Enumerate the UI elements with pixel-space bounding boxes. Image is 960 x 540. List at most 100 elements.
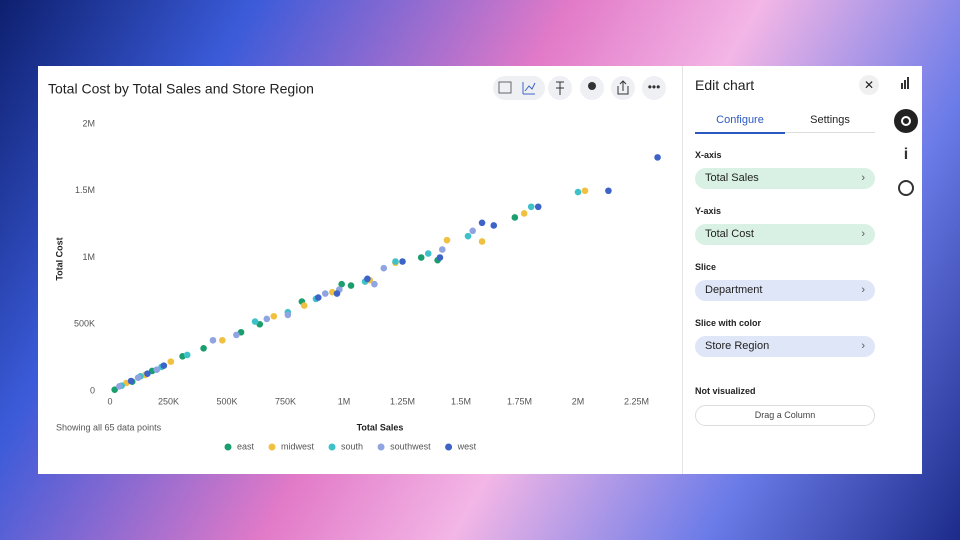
close-button[interactable]: ✕ [859, 75, 879, 95]
point [127, 377, 135, 385]
x-tick-label: 2M [572, 396, 585, 406]
x-tick-label: 250K [158, 396, 179, 406]
section-label: Not visualized [695, 386, 756, 396]
point [392, 258, 399, 265]
point [511, 214, 519, 221]
chart: Total Cost by Total Sales and Store Regi… [48, 76, 666, 451]
point [654, 154, 661, 161]
legend-swatch [268, 443, 276, 451]
tab[interactable]: Configure [695, 114, 785, 134]
field-pill[interactable]: Store Region [695, 336, 875, 357]
legend-swatch [377, 443, 385, 451]
share-icon [617, 80, 629, 95]
field-pill[interactable]: Total Cost [695, 224, 875, 245]
point [347, 282, 355, 289]
point [270, 312, 278, 320]
edit-panel: Edit chart ✕ Configure Settings X-axis T… [682, 66, 881, 474]
x-tick-label: 1.75M [507, 396, 532, 406]
y-tick-label: 0 [90, 385, 95, 395]
section-label: X-axis [695, 150, 722, 160]
bulb-icon [588, 82, 596, 90]
x-tick-label: 750K [275, 396, 296, 406]
chart-type-icon[interactable] [901, 77, 909, 89]
x-tick-label: 1.25M [390, 396, 415, 406]
point [478, 238, 486, 245]
field-pill[interactable]: Total Sales [695, 168, 875, 189]
point [284, 311, 292, 319]
toolbar[interactable]: ••• [493, 76, 666, 100]
points-note: Showing all 65 data points [56, 422, 162, 432]
point [321, 290, 329, 297]
y-tick-label: 1.5M [75, 185, 95, 195]
chart-title: Total Cost by Total Sales and Store Regi… [48, 81, 314, 97]
point [209, 336, 217, 344]
y-tick-label: 2M [82, 118, 95, 128]
point [116, 383, 123, 390]
point [200, 344, 207, 352]
point [219, 336, 226, 344]
x-tick-label: 2.25M [624, 396, 649, 406]
x-tick-label: 1M [338, 396, 351, 406]
x-tick-label: 500K [216, 396, 237, 406]
legend-swatch [328, 443, 336, 451]
pin-icon [556, 81, 564, 95]
point [134, 374, 142, 381]
ai-button[interactable] [898, 180, 914, 196]
tab[interactable]: Settings [785, 114, 875, 133]
point [111, 386, 118, 393]
more-button[interactable] [642, 76, 666, 100]
icon-rail: i [894, 77, 918, 196]
legend-label: west [457, 441, 477, 451]
point [478, 219, 486, 227]
point [438, 246, 446, 253]
point [183, 351, 191, 359]
point [534, 203, 542, 211]
point [380, 264, 388, 272]
point [251, 318, 259, 325]
chart-icon[interactable] [522, 82, 536, 95]
field-pill[interactable]: Department [695, 280, 875, 301]
point [527, 203, 535, 211]
chart-card: Total Cost by Total Sales and Store Regi… [38, 66, 922, 474]
drop-zone[interactable]: Drag a Column [695, 405, 875, 426]
point [464, 232, 472, 240]
point [144, 370, 151, 377]
point [399, 258, 406, 265]
point [371, 280, 378, 288]
point [424, 250, 432, 257]
y-axis-label: Total Cost [54, 237, 64, 280]
legend-swatch [445, 443, 453, 451]
legend-label: midwest [281, 441, 315, 451]
point [490, 222, 498, 229]
point [233, 331, 240, 339]
point [300, 302, 308, 309]
legend-label: south [341, 441, 363, 451]
gear-icon [901, 116, 911, 126]
section-label: Y-axis [695, 206, 722, 216]
section-label: Slice with color [695, 318, 762, 328]
point [333, 290, 341, 297]
y-tick-label: 500K [74, 319, 95, 329]
point [469, 227, 477, 235]
point [167, 358, 175, 365]
point [605, 187, 612, 195]
legend-swatch [224, 443, 232, 451]
settings-button[interactable] [894, 109, 918, 133]
legend-label: east [237, 441, 255, 451]
info-button[interactable]: i [904, 146, 908, 163]
point [520, 210, 528, 217]
point [338, 280, 345, 288]
point [443, 236, 451, 244]
table-icon[interactable] [498, 81, 512, 94]
point [574, 188, 582, 196]
x-tick-label: 0 [107, 396, 112, 406]
point [364, 275, 371, 283]
point [263, 315, 271, 323]
x-tick-label: 1.5M [451, 396, 471, 406]
point [153, 366, 161, 373]
point [436, 254, 444, 261]
view-toggle[interactable] [493, 76, 545, 100]
more-icon: ••• [648, 80, 661, 94]
panel-title: Edit chart [695, 77, 755, 93]
